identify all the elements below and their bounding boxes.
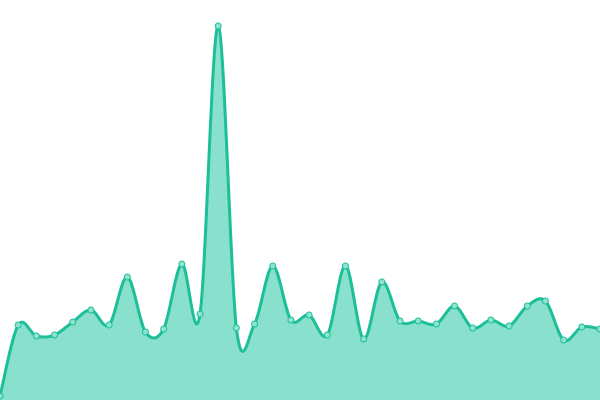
data-point-24 xyxy=(432,320,440,328)
data-point-26 xyxy=(469,324,477,332)
data-point-21 xyxy=(378,278,386,286)
area-fill xyxy=(0,25,600,400)
data-point-12 xyxy=(214,22,222,30)
data-point-7 xyxy=(123,273,131,281)
data-point-13 xyxy=(232,324,240,332)
data-point-30 xyxy=(541,297,549,305)
data-point-17 xyxy=(305,311,313,319)
data-point-28 xyxy=(505,322,513,330)
data-point-5 xyxy=(87,306,95,314)
data-point-16 xyxy=(287,316,295,324)
data-point-1 xyxy=(14,321,22,329)
data-point-3 xyxy=(51,331,59,339)
data-point-8 xyxy=(141,328,149,336)
data-point-22 xyxy=(396,317,404,325)
data-point-2 xyxy=(32,332,40,340)
data-point-4 xyxy=(69,318,77,326)
data-point-25 xyxy=(451,302,459,310)
data-point-9 xyxy=(160,325,168,333)
data-point-15 xyxy=(269,262,277,270)
data-point-18 xyxy=(323,331,331,339)
data-point-10 xyxy=(178,260,186,268)
data-point-32 xyxy=(578,323,586,331)
data-point-14 xyxy=(251,320,259,328)
data-point-19 xyxy=(341,262,349,270)
data-point-11 xyxy=(196,310,204,318)
data-point-31 xyxy=(560,336,568,344)
data-point-6 xyxy=(105,321,113,329)
data-point-33 xyxy=(596,325,600,333)
data-point-23 xyxy=(414,317,422,325)
data-markers xyxy=(0,22,600,400)
data-point-0 xyxy=(0,392,4,400)
data-point-20 xyxy=(360,335,368,343)
data-point-27 xyxy=(487,316,495,324)
data-point-29 xyxy=(523,302,531,310)
